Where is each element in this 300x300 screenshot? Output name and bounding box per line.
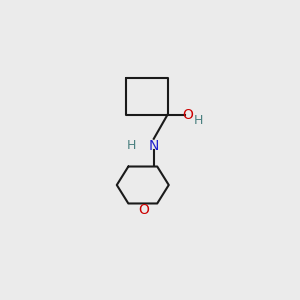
Text: O: O	[138, 203, 149, 217]
Text: H: H	[194, 114, 203, 127]
Text: H: H	[127, 139, 136, 152]
Text: N: N	[148, 139, 159, 153]
Text: O: O	[182, 107, 193, 122]
